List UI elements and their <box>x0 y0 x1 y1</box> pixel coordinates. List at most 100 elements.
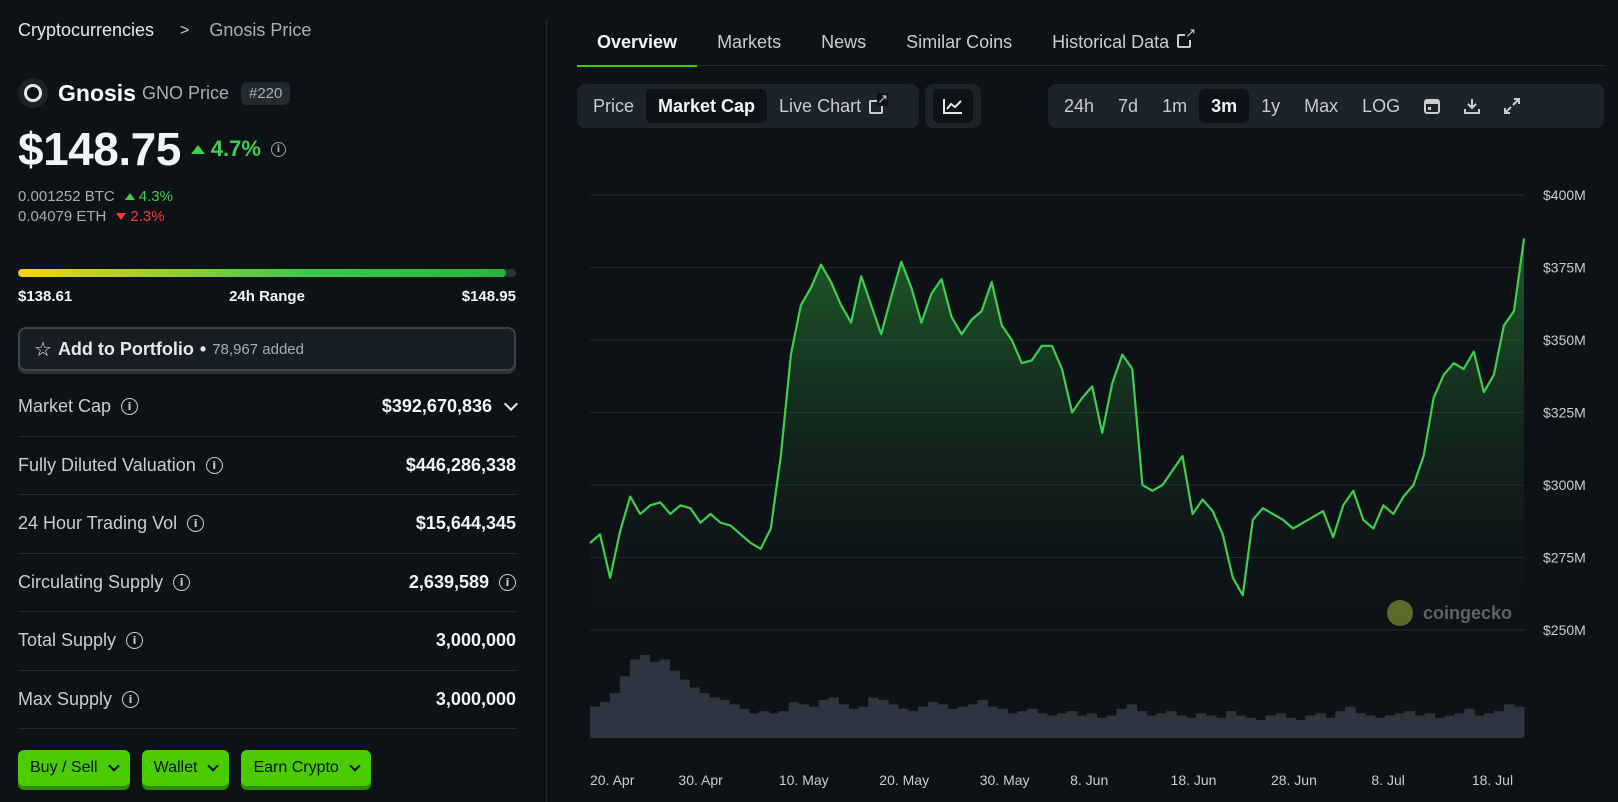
chart-type-live-chart[interactable]: Live Chart <box>767 89 895 123</box>
stat-label: Circulating Supply <box>18 571 164 592</box>
volume-bar <box>1384 715 1396 738</box>
stat-row-total-supply: Total Supply i 3,000,000 <box>18 612 516 671</box>
volume-bar <box>798 704 810 738</box>
time-range-selector: 24h 7d 1m 3m 1y Max LOG <box>1048 84 1604 128</box>
info-icon[interactable]: i <box>173 573 191 591</box>
portfolio-added-count: 78,967 added <box>212 340 304 358</box>
volume-bar <box>1156 713 1167 738</box>
volume-bar <box>828 697 839 738</box>
volume-bar <box>1196 713 1207 738</box>
volume-bar <box>987 706 998 738</box>
external-link-icon <box>1177 27 1197 48</box>
tab-similar-coins[interactable]: Similar Coins <box>906 32 1013 52</box>
tab-markets[interactable]: Markets <box>717 32 782 52</box>
volume-bar <box>1414 715 1426 738</box>
download-icon[interactable] <box>1452 89 1492 123</box>
24h-range-bar <box>18 269 516 277</box>
volume-bar <box>818 699 829 738</box>
range-1y[interactable]: 1y <box>1261 95 1281 116</box>
btc-value: 0.001252 BTC <box>18 188 115 205</box>
stat-label: Fully Diluted Valuation <box>18 454 196 475</box>
range-log[interactable]: LOG <box>1362 95 1401 116</box>
live-chart-label: Live Chart <box>779 95 862 116</box>
volume-bar <box>1037 713 1048 738</box>
breadcrumb-root-link[interactable]: Cryptocurrencies <box>18 20 155 40</box>
stat-value: $392,670,836 <box>381 396 492 417</box>
btc-change: 4.3% <box>124 188 173 205</box>
tab-historical-data-label: Historical Data <box>1052 32 1170 52</box>
volume-bar <box>898 708 909 738</box>
volume-bar <box>1245 717 1257 738</box>
volume-bar <box>1295 720 1306 738</box>
info-icon[interactable]: i <box>205 456 223 474</box>
volume-bar <box>639 655 651 738</box>
info-icon[interactable]: i <box>126 632 144 650</box>
range-3m[interactable]: 3m <box>1199 89 1250 123</box>
range-7d[interactable]: 7d <box>1118 95 1139 116</box>
volume-bar <box>868 697 879 738</box>
tab-historical-data[interactable]: Historical Data <box>1032 24 1211 66</box>
info-icon[interactable]: i <box>122 690 140 708</box>
stat-row-circulating-supply: Circulating Supply i 2,639,589 i <box>18 554 516 612</box>
caret-up-icon <box>190 144 205 154</box>
earn-crypto-button[interactable]: Earn Crypto <box>241 750 371 786</box>
stat-label: 24 Hour Trading Vol <box>18 513 178 534</box>
info-icon[interactable]: i <box>187 515 205 533</box>
chart-type-price[interactable]: Price <box>593 95 635 116</box>
chevron-down-icon <box>349 759 361 772</box>
volume-bar <box>888 704 899 738</box>
volume-bar <box>1285 717 1296 738</box>
volume-bar <box>1365 715 1376 738</box>
volume-bar <box>1514 706 1525 738</box>
calendar-icon[interactable] <box>1412 89 1452 123</box>
y-tick-label: $350M <box>1543 332 1586 348</box>
add-to-portfolio-button[interactable]: ☆ Add to Portfolio • 78,967 added <box>18 327 516 371</box>
tab-news[interactable]: News <box>821 32 867 52</box>
stat-row-max-supply: Max Supply i 3,000,000 <box>18 671 516 729</box>
stat-value: 2,639,589 <box>408 571 489 592</box>
price-change-value: 4.7% <box>210 136 261 161</box>
buy-sell-button[interactable]: Buy / Sell <box>18 750 130 786</box>
24h-range-fill <box>18 269 507 277</box>
range-max[interactable]: Max <box>1304 95 1339 116</box>
stat-value: $15,644,345 <box>415 513 516 534</box>
range-24h[interactable]: 24h <box>1064 95 1095 116</box>
volume-bar <box>1116 708 1128 738</box>
chevron-down-icon[interactable] <box>503 396 519 411</box>
wallet-button[interactable]: Wallet <box>141 750 230 786</box>
fullscreen-icon[interactable] <box>1492 89 1532 123</box>
volume-bar <box>629 659 641 738</box>
market-cap-chart[interactable]: $400M $375M $350M $325M $300M $275M $250M 20. … <box>577 140 1618 802</box>
separator-dot: • <box>199 338 207 359</box>
volume-bar <box>599 702 611 738</box>
volume-bar <box>1146 715 1157 738</box>
breadcrumb: Cryptocurrencies > Gnosis Price <box>18 20 311 41</box>
x-tick-label: 30. Apr <box>678 772 723 788</box>
volume-bar <box>659 659 670 738</box>
info-icon[interactable]: i <box>499 573 516 591</box>
volume-bar <box>848 708 859 738</box>
info-icon[interactable]: i <box>121 398 139 416</box>
y-tick-label: $300M <box>1543 477 1586 493</box>
volume-bar <box>977 699 988 738</box>
volume-bar <box>858 706 869 738</box>
line-chart-icon[interactable] <box>933 89 973 123</box>
range-low: $138.61 <box>18 288 73 305</box>
volume-bar <box>758 711 770 738</box>
volume-bar <box>1166 711 1177 738</box>
x-tick-label: 28. Jun <box>1271 772 1317 788</box>
chart-type-selector: Price Market Cap Live Chart <box>577 84 919 128</box>
btc-conversion: 0.001252 BTC 4.3% <box>18 188 173 205</box>
info-icon[interactable]: i <box>270 141 286 157</box>
volume-bar <box>748 713 760 738</box>
volume-bar <box>1434 717 1446 738</box>
chart-type-market-cap[interactable]: Market Cap <box>646 89 768 123</box>
volume-bar <box>1047 715 1058 738</box>
volume-bar <box>649 661 661 738</box>
tab-overview[interactable]: Overview <box>577 24 698 67</box>
volume-bar <box>739 708 750 738</box>
range-1m[interactable]: 1m <box>1162 95 1188 116</box>
price-row: $148.75 4.7% i <box>18 122 286 176</box>
volume-bar <box>778 711 790 738</box>
rank-badge: #220 <box>240 81 291 105</box>
